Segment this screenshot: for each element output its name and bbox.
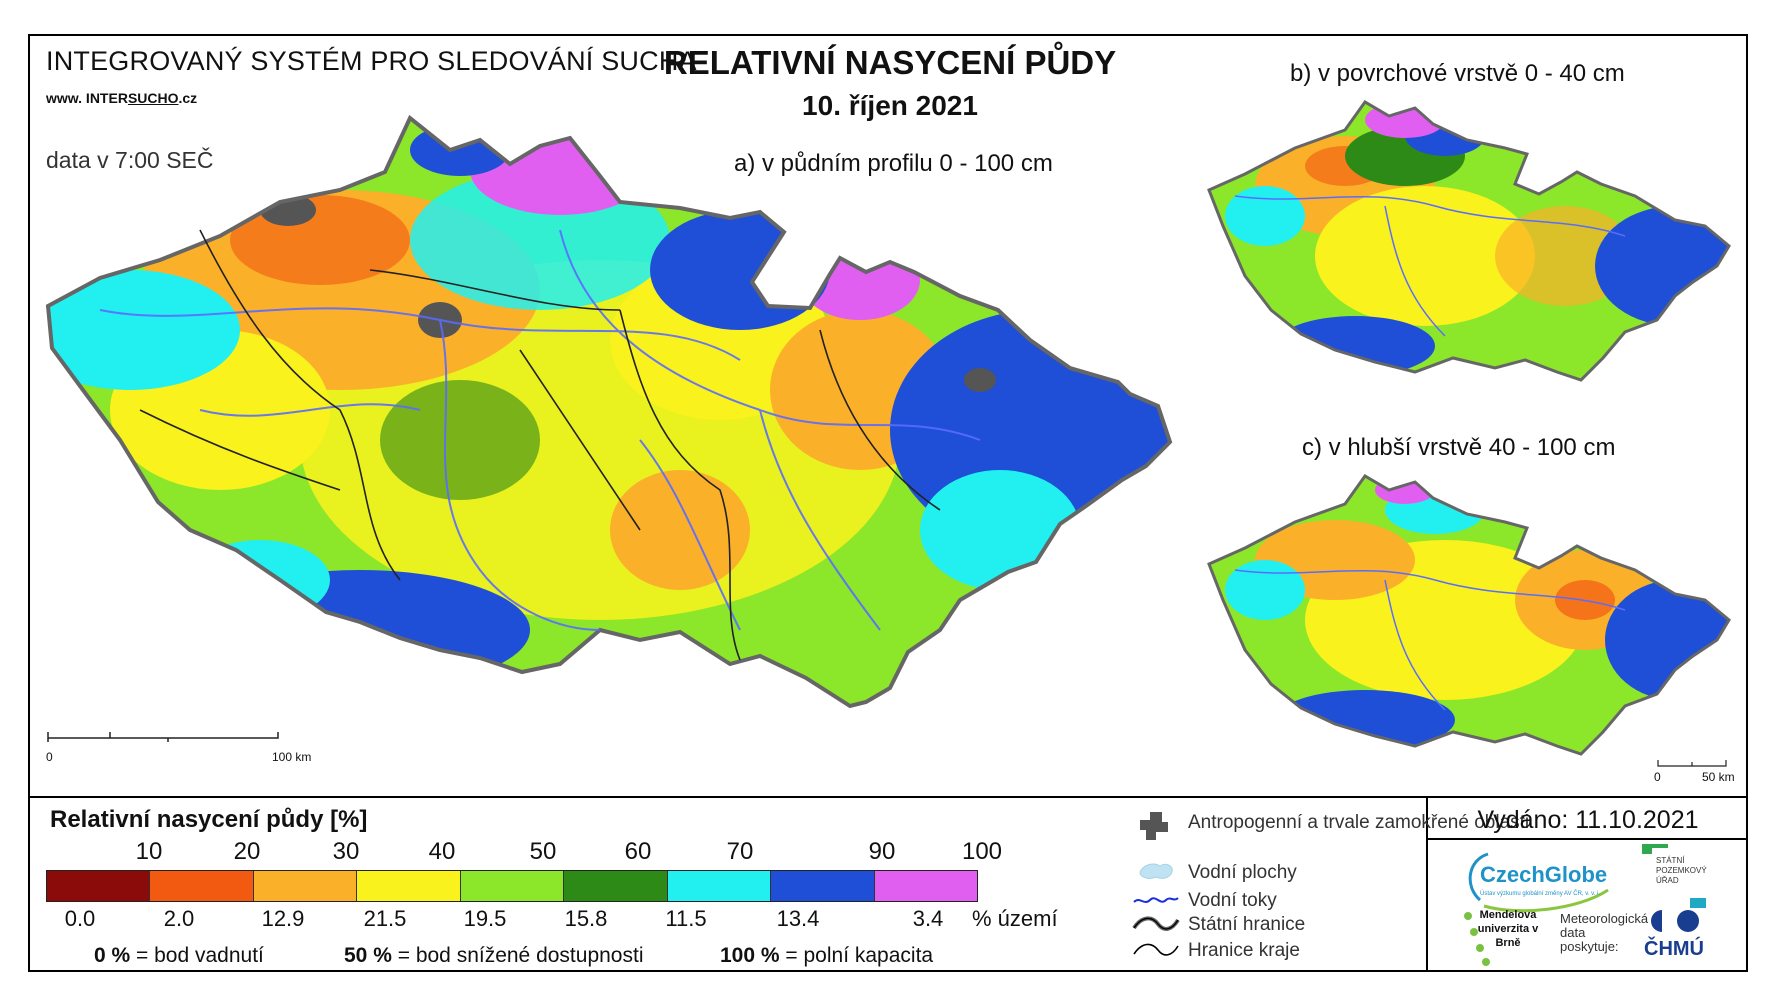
page-title: RELATIVNÍ NASYCENÍ PŮDY bbox=[663, 44, 1117, 81]
scale-bar-main bbox=[47, 732, 279, 742]
czechglobe-subtitle: Ústav výzkumu globální změny AV ČR, v. v… bbox=[1480, 891, 1601, 897]
legend-tick: 40 bbox=[428, 838, 456, 865]
legend-tick: 30 bbox=[332, 838, 360, 865]
legend-tick: 10 bbox=[135, 838, 163, 865]
legend-class-swatch bbox=[253, 871, 358, 901]
scale-small-end: 50 km bbox=[1702, 770, 1735, 784]
overlay-label-rivers: Vodní toky bbox=[1188, 890, 1277, 911]
scale-main-start: 0 bbox=[46, 750, 53, 764]
water-body-icon bbox=[1139, 863, 1173, 879]
meteo-data-credit: Meteorologická data poskytuje: bbox=[1560, 911, 1649, 954]
overlay-label-region-border: Hranice kraje bbox=[1188, 940, 1300, 961]
czechglobe-name: CzechGlobe bbox=[1480, 862, 1608, 887]
legend-class-swatch bbox=[357, 871, 461, 901]
legend-class-share: 21.5 bbox=[363, 906, 407, 931]
legend-class-swatch bbox=[564, 871, 668, 901]
map-c-label: c) v hlubší vrstvě 40 - 100 cm bbox=[1302, 434, 1616, 461]
region-border-icon bbox=[1133, 943, 1179, 956]
scale-main-end: 100 km bbox=[272, 750, 312, 764]
map-a-label: a) v půdním profilu 0 - 100 cm bbox=[734, 150, 1053, 177]
mendel-logo-dots bbox=[1464, 912, 1490, 966]
issued-divider bbox=[1426, 838, 1748, 840]
legend-class-swatch bbox=[874, 871, 977, 901]
state-border-icon bbox=[1132, 916, 1180, 931]
legend-tick: 90 bbox=[868, 838, 896, 865]
legend-class-share: 13.4 bbox=[776, 906, 820, 931]
chmu-name: ČHMÚ bbox=[1644, 938, 1704, 960]
legend-color-bar bbox=[46, 870, 978, 902]
map-b-label: b) v povrchové vrstvě 0 - 40 cm bbox=[1290, 60, 1625, 87]
legend-class-swatch bbox=[771, 871, 875, 901]
map-c-deep-layer bbox=[1207, 474, 1731, 756]
legend-class-swatch bbox=[47, 871, 151, 901]
mendel-university: Mendelova univerzita v Brně bbox=[1477, 909, 1539, 949]
legend-class-share: 3.4 bbox=[912, 906, 944, 931]
legend-share-unit: % území bbox=[972, 906, 1058, 931]
data-time: data v 7:00 SEČ bbox=[46, 147, 214, 173]
legend-tick: 20 bbox=[233, 838, 261, 865]
spu-name: STÁTNÍ POZEMKOVÝ ÚŘAD bbox=[1656, 856, 1707, 885]
legend-tick: 100 bbox=[961, 838, 1003, 865]
overlay-label-anthropogenic: Antropogenní a trvale zamokřené oblasti bbox=[1188, 812, 1530, 833]
legend-class-share: 15.8 bbox=[564, 906, 608, 931]
overlay-label-water-bodies: Vodní plochy bbox=[1188, 862, 1297, 883]
scale-bar-small bbox=[1657, 760, 1727, 767]
legend-note-wilting: 0 % = bod vadnutí bbox=[94, 944, 264, 967]
legend-class-swatch bbox=[667, 871, 772, 901]
czechglobe-logo bbox=[1468, 852, 1609, 913]
legend-tick: 60 bbox=[624, 838, 652, 865]
legend-tick: 70 bbox=[726, 838, 754, 865]
map-date: 10. říjen 2021 bbox=[802, 90, 978, 121]
legend-note-field-capacity: 100 % = polní kapacita bbox=[720, 944, 934, 967]
scale-small-start: 0 bbox=[1654, 770, 1661, 784]
legend-class-share: 2.0 bbox=[163, 906, 195, 931]
website-link[interactable]: www. INTERSUCHO.cz bbox=[46, 90, 198, 106]
system-name: INTEGROVANÝ SYSTÉM PRO SLEDOVÁNÍ SUCHA bbox=[46, 46, 697, 76]
legend-note-reduced-availability: 50 % = bod snížené dostupnosti bbox=[344, 944, 644, 967]
legend-class-swatch bbox=[460, 871, 565, 901]
overlay-label-state-border: Státní hranice bbox=[1188, 914, 1306, 935]
legend-divider bbox=[28, 796, 1748, 798]
credits-divider bbox=[1426, 796, 1428, 972]
legend-tick: 50 bbox=[529, 838, 557, 865]
legend-class-share: 0.0 bbox=[64, 906, 96, 931]
legend-class-swatch bbox=[150, 871, 254, 901]
map-a-soil-profile bbox=[45, 114, 1173, 709]
chmu-logo bbox=[1651, 910, 1699, 932]
map-b-surface-layer bbox=[1207, 100, 1731, 382]
legend-title: Relativní nasycení půdy [%] bbox=[50, 806, 368, 833]
spu-logo bbox=[1642, 844, 1706, 908]
anthropogenic-area-icon bbox=[1140, 812, 1168, 840]
legend-class-share: 11.5 bbox=[665, 906, 707, 931]
issued-date: Vydáno: 11.10.2021 bbox=[1477, 806, 1699, 834]
legend-class-share: 12.9 bbox=[261, 906, 305, 931]
river-icon bbox=[1133, 897, 1179, 903]
legend-class-share: 19.5 bbox=[463, 906, 507, 931]
